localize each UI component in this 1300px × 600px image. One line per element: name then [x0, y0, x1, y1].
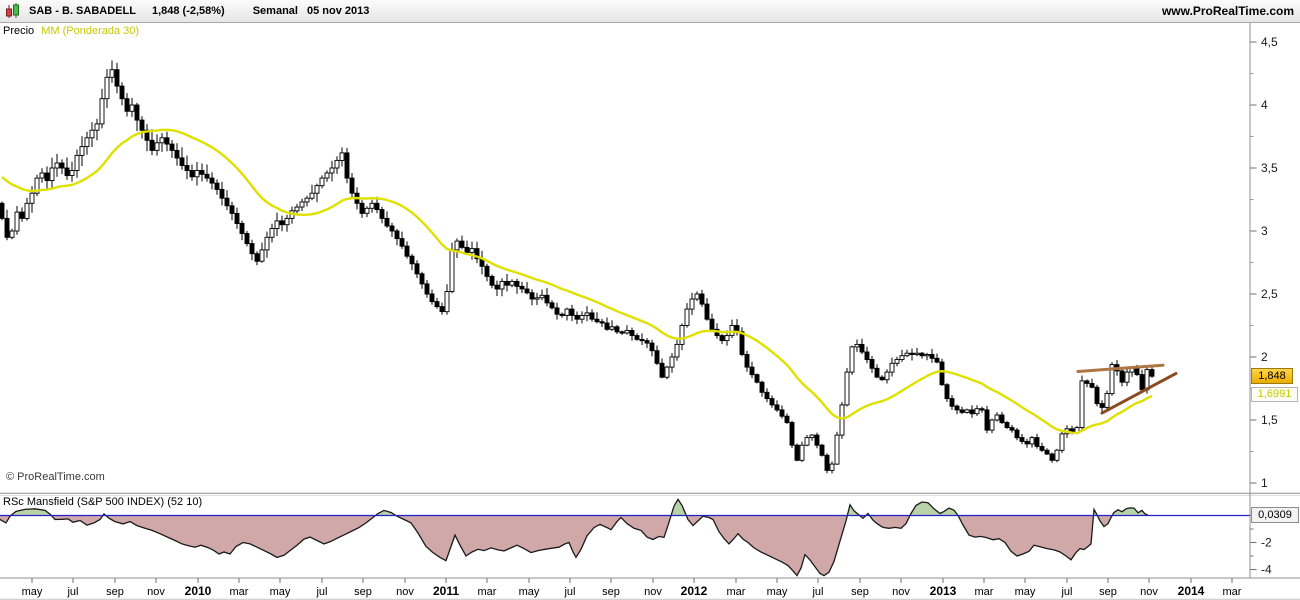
trendline-lower[interactable]	[1100, 371, 1178, 415]
month-tick-label: nov	[644, 586, 662, 598]
month-tick-label: nov	[1140, 586, 1158, 598]
timeframe-label: Semanal	[252, 5, 298, 17]
rsc-mansfield-series	[0, 498, 1250, 577]
price-tick-label: 3	[1261, 224, 1268, 238]
price-axis[interactable]: 4,5 4 3,5 3 2,5 2 1,5 1	[1250, 35, 1278, 490]
price-tick-label: 1	[1261, 476, 1268, 490]
candlestick-series	[0, 60, 1155, 474]
price-tick-label: 1,5	[1261, 413, 1278, 427]
month-tick-label: may	[1015, 586, 1036, 598]
month-tick-label: mar	[478, 586, 497, 598]
month-tick-label: sep	[1099, 586, 1117, 598]
legend-precio: Precio	[3, 25, 35, 37]
year-tick-label: 2012	[681, 584, 708, 598]
rsc-negative-fill	[0, 515, 1148, 576]
session-date: 05 nov 2013	[306, 5, 370, 17]
panel-borders	[0, 22, 1300, 600]
month-tick-label: may	[519, 586, 540, 598]
legend-mm-ponderada: MM (Ponderada 30)	[41, 25, 140, 37]
trendline-upper[interactable]	[1076, 363, 1165, 373]
price-tick-label: 4	[1261, 98, 1268, 112]
month-tick-label: nov	[396, 586, 414, 598]
price-panel-legend: Precio MM (Ponderada 30)	[3, 25, 139, 37]
year-tick-label: 2013	[930, 584, 957, 598]
month-tick-label: may	[767, 586, 788, 598]
instrument-name: SAB - B. SABADELL	[29, 5, 136, 17]
month-tick-label: jul	[563, 586, 575, 598]
month-tick-label: nov	[147, 586, 165, 598]
month-tick-label: mar	[1223, 586, 1242, 598]
last-price-change: 1,848 (-2,58%)	[151, 5, 225, 17]
month-tick-label: mar	[230, 586, 249, 598]
year-tick-label: 2010	[185, 584, 212, 598]
month-tick-label: mar	[975, 586, 994, 598]
ma-value-axis-badge: 1,6991	[1251, 387, 1298, 402]
provider-url: www.ProRealTime.com	[1161, 4, 1294, 18]
month-tick-label: sep	[851, 586, 869, 598]
mm-ponderada-line	[1, 128, 1153, 435]
month-tick-label: jul	[315, 586, 327, 598]
month-tick-label: mar	[727, 586, 746, 598]
price-tick-label: 3,5	[1261, 161, 1278, 175]
month-tick-label: sep	[602, 586, 620, 598]
price-tick-label: 2,5	[1261, 287, 1278, 301]
price-tick-label: 2	[1261, 350, 1268, 364]
indicator-axis[interactable]: -2 -4	[1250, 515, 1272, 577]
year-tick-label: 2011	[433, 584, 459, 598]
month-tick-label: may	[22, 586, 43, 598]
year-tick-label: 2014	[1178, 584, 1205, 598]
month-tick-label: sep	[106, 586, 124, 598]
month-tick-label: sep	[354, 586, 372, 598]
month-tick-label: may	[270, 586, 291, 598]
candlestick-icon	[5, 2, 22, 20]
title-bar: SAB - B. SABADELL 1,848 (-2,58%) Semanal…	[0, 0, 1300, 23]
month-tick-label: jul	[811, 586, 823, 598]
price-tick-label: 4,5	[1261, 35, 1278, 49]
copyright-watermark: © ProRealTime.com	[6, 471, 105, 483]
indicator-value-axis-badge: 0,0309	[1251, 507, 1299, 523]
time-axis[interactable]: may jul sep nov 2010 mar may jul sep nov 2011 mar ma…	[22, 578, 1242, 598]
indicator-tick-label: -4	[1261, 563, 1272, 577]
rsc-line	[0, 498, 1149, 577]
month-tick-label: jul	[1060, 586, 1072, 598]
month-tick-label: jul	[66, 586, 78, 598]
rsc-positive-fill	[0, 499, 1148, 516]
indicator-tick-label: -2	[1261, 536, 1272, 550]
month-tick-label: nov	[892, 586, 910, 598]
last-price-axis-badge: 1,848	[1251, 368, 1293, 384]
indicator-label: RSc Mansfield (S&P 500 INDEX) (52 10)	[3, 496, 203, 508]
